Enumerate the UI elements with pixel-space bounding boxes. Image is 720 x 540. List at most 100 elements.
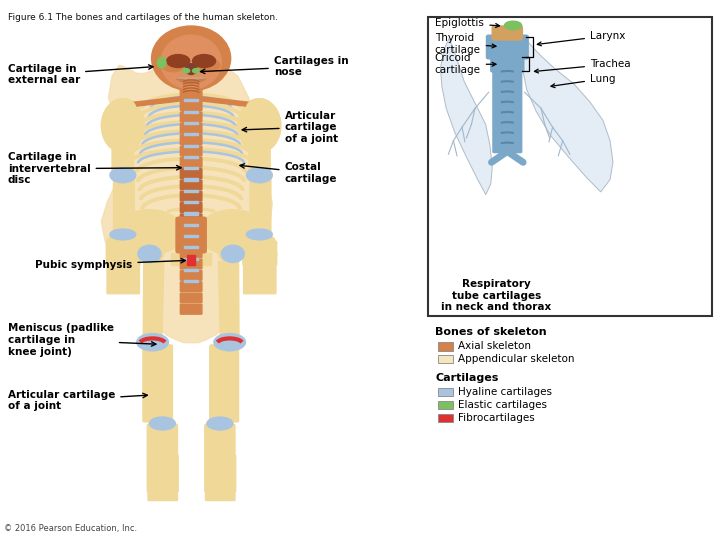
FancyBboxPatch shape xyxy=(256,286,263,294)
FancyBboxPatch shape xyxy=(217,490,223,501)
Ellipse shape xyxy=(214,334,246,351)
Ellipse shape xyxy=(110,229,136,240)
FancyBboxPatch shape xyxy=(180,225,202,235)
Bar xyxy=(181,79,200,94)
FancyBboxPatch shape xyxy=(113,241,121,265)
FancyBboxPatch shape xyxy=(256,241,264,265)
Ellipse shape xyxy=(182,69,189,73)
FancyBboxPatch shape xyxy=(148,490,155,501)
FancyBboxPatch shape xyxy=(160,490,166,501)
Text: Elastic cartilages: Elastic cartilages xyxy=(459,400,547,410)
FancyBboxPatch shape xyxy=(114,286,120,294)
FancyBboxPatch shape xyxy=(159,455,167,491)
FancyBboxPatch shape xyxy=(133,286,140,294)
Bar xyxy=(184,167,198,169)
Ellipse shape xyxy=(192,55,215,68)
FancyBboxPatch shape xyxy=(256,276,263,286)
FancyBboxPatch shape xyxy=(222,490,229,501)
Polygon shape xyxy=(523,38,613,192)
FancyBboxPatch shape xyxy=(211,490,217,501)
FancyBboxPatch shape xyxy=(180,271,202,280)
Bar xyxy=(438,342,454,350)
Ellipse shape xyxy=(115,210,184,255)
FancyBboxPatch shape xyxy=(107,286,114,294)
Text: Epiglottis: Epiglottis xyxy=(436,18,500,28)
FancyBboxPatch shape xyxy=(132,241,140,265)
FancyBboxPatch shape xyxy=(210,455,218,491)
FancyBboxPatch shape xyxy=(228,349,238,422)
FancyBboxPatch shape xyxy=(127,276,133,286)
FancyBboxPatch shape xyxy=(180,90,202,99)
Text: Bones of skeleton: Bones of skeleton xyxy=(436,327,547,337)
Ellipse shape xyxy=(107,234,139,249)
Bar xyxy=(428,17,712,316)
Ellipse shape xyxy=(218,246,238,261)
Ellipse shape xyxy=(246,167,272,183)
FancyBboxPatch shape xyxy=(171,490,177,501)
FancyBboxPatch shape xyxy=(250,177,262,233)
FancyBboxPatch shape xyxy=(180,112,202,122)
Polygon shape xyxy=(143,261,164,341)
FancyBboxPatch shape xyxy=(243,276,250,286)
FancyBboxPatch shape xyxy=(120,265,127,276)
FancyBboxPatch shape xyxy=(180,282,202,292)
FancyBboxPatch shape xyxy=(250,276,256,286)
FancyBboxPatch shape xyxy=(180,305,202,314)
FancyBboxPatch shape xyxy=(180,124,202,133)
Text: Meniscus (padlike
cartilage in
knee joint): Meniscus (padlike cartilage in knee join… xyxy=(8,323,156,356)
FancyBboxPatch shape xyxy=(216,455,224,491)
Bar xyxy=(184,269,198,271)
Bar xyxy=(184,212,198,214)
FancyBboxPatch shape xyxy=(249,241,257,265)
FancyBboxPatch shape xyxy=(243,241,251,265)
FancyBboxPatch shape xyxy=(180,135,202,145)
FancyBboxPatch shape xyxy=(107,241,114,265)
Bar xyxy=(184,178,198,180)
Ellipse shape xyxy=(192,69,199,73)
Text: Lung: Lung xyxy=(551,74,616,87)
FancyBboxPatch shape xyxy=(180,180,202,190)
Bar xyxy=(184,145,198,147)
FancyBboxPatch shape xyxy=(127,265,133,276)
FancyBboxPatch shape xyxy=(269,286,276,294)
Ellipse shape xyxy=(185,64,197,75)
Polygon shape xyxy=(441,38,492,194)
FancyBboxPatch shape xyxy=(176,217,206,253)
Bar xyxy=(184,111,198,113)
FancyBboxPatch shape xyxy=(493,62,522,153)
FancyBboxPatch shape xyxy=(228,490,235,501)
Ellipse shape xyxy=(137,334,168,351)
FancyBboxPatch shape xyxy=(153,345,173,425)
FancyBboxPatch shape xyxy=(143,349,153,422)
Bar xyxy=(171,253,211,265)
Bar xyxy=(184,235,198,237)
FancyBboxPatch shape xyxy=(148,455,156,491)
Bar xyxy=(438,355,454,363)
FancyBboxPatch shape xyxy=(204,455,212,491)
Ellipse shape xyxy=(138,245,161,262)
FancyBboxPatch shape xyxy=(491,56,524,72)
Ellipse shape xyxy=(221,245,244,262)
Text: Articular
cartilage
of a joint: Articular cartilage of a joint xyxy=(242,111,338,144)
FancyBboxPatch shape xyxy=(248,111,270,174)
Bar xyxy=(438,388,454,396)
Ellipse shape xyxy=(243,234,275,249)
Text: Pubic symphysis: Pubic symphysis xyxy=(35,259,185,269)
Ellipse shape xyxy=(238,99,281,153)
Ellipse shape xyxy=(246,229,272,240)
FancyBboxPatch shape xyxy=(210,345,230,425)
FancyBboxPatch shape xyxy=(180,101,202,111)
Bar xyxy=(184,99,198,102)
Ellipse shape xyxy=(167,55,189,68)
FancyBboxPatch shape xyxy=(114,265,120,276)
Text: Cartilages: Cartilages xyxy=(436,373,499,383)
Bar xyxy=(184,201,198,203)
FancyBboxPatch shape xyxy=(263,286,269,294)
FancyBboxPatch shape xyxy=(114,177,126,233)
FancyBboxPatch shape xyxy=(263,276,269,286)
FancyBboxPatch shape xyxy=(262,241,270,265)
Text: Axial skeleton: Axial skeleton xyxy=(459,341,531,352)
Text: Figure 6.1 The bones and cartilages of the human skeleton.: Figure 6.1 The bones and cartilages of t… xyxy=(8,12,278,22)
Bar xyxy=(184,190,198,192)
FancyBboxPatch shape xyxy=(127,286,133,294)
